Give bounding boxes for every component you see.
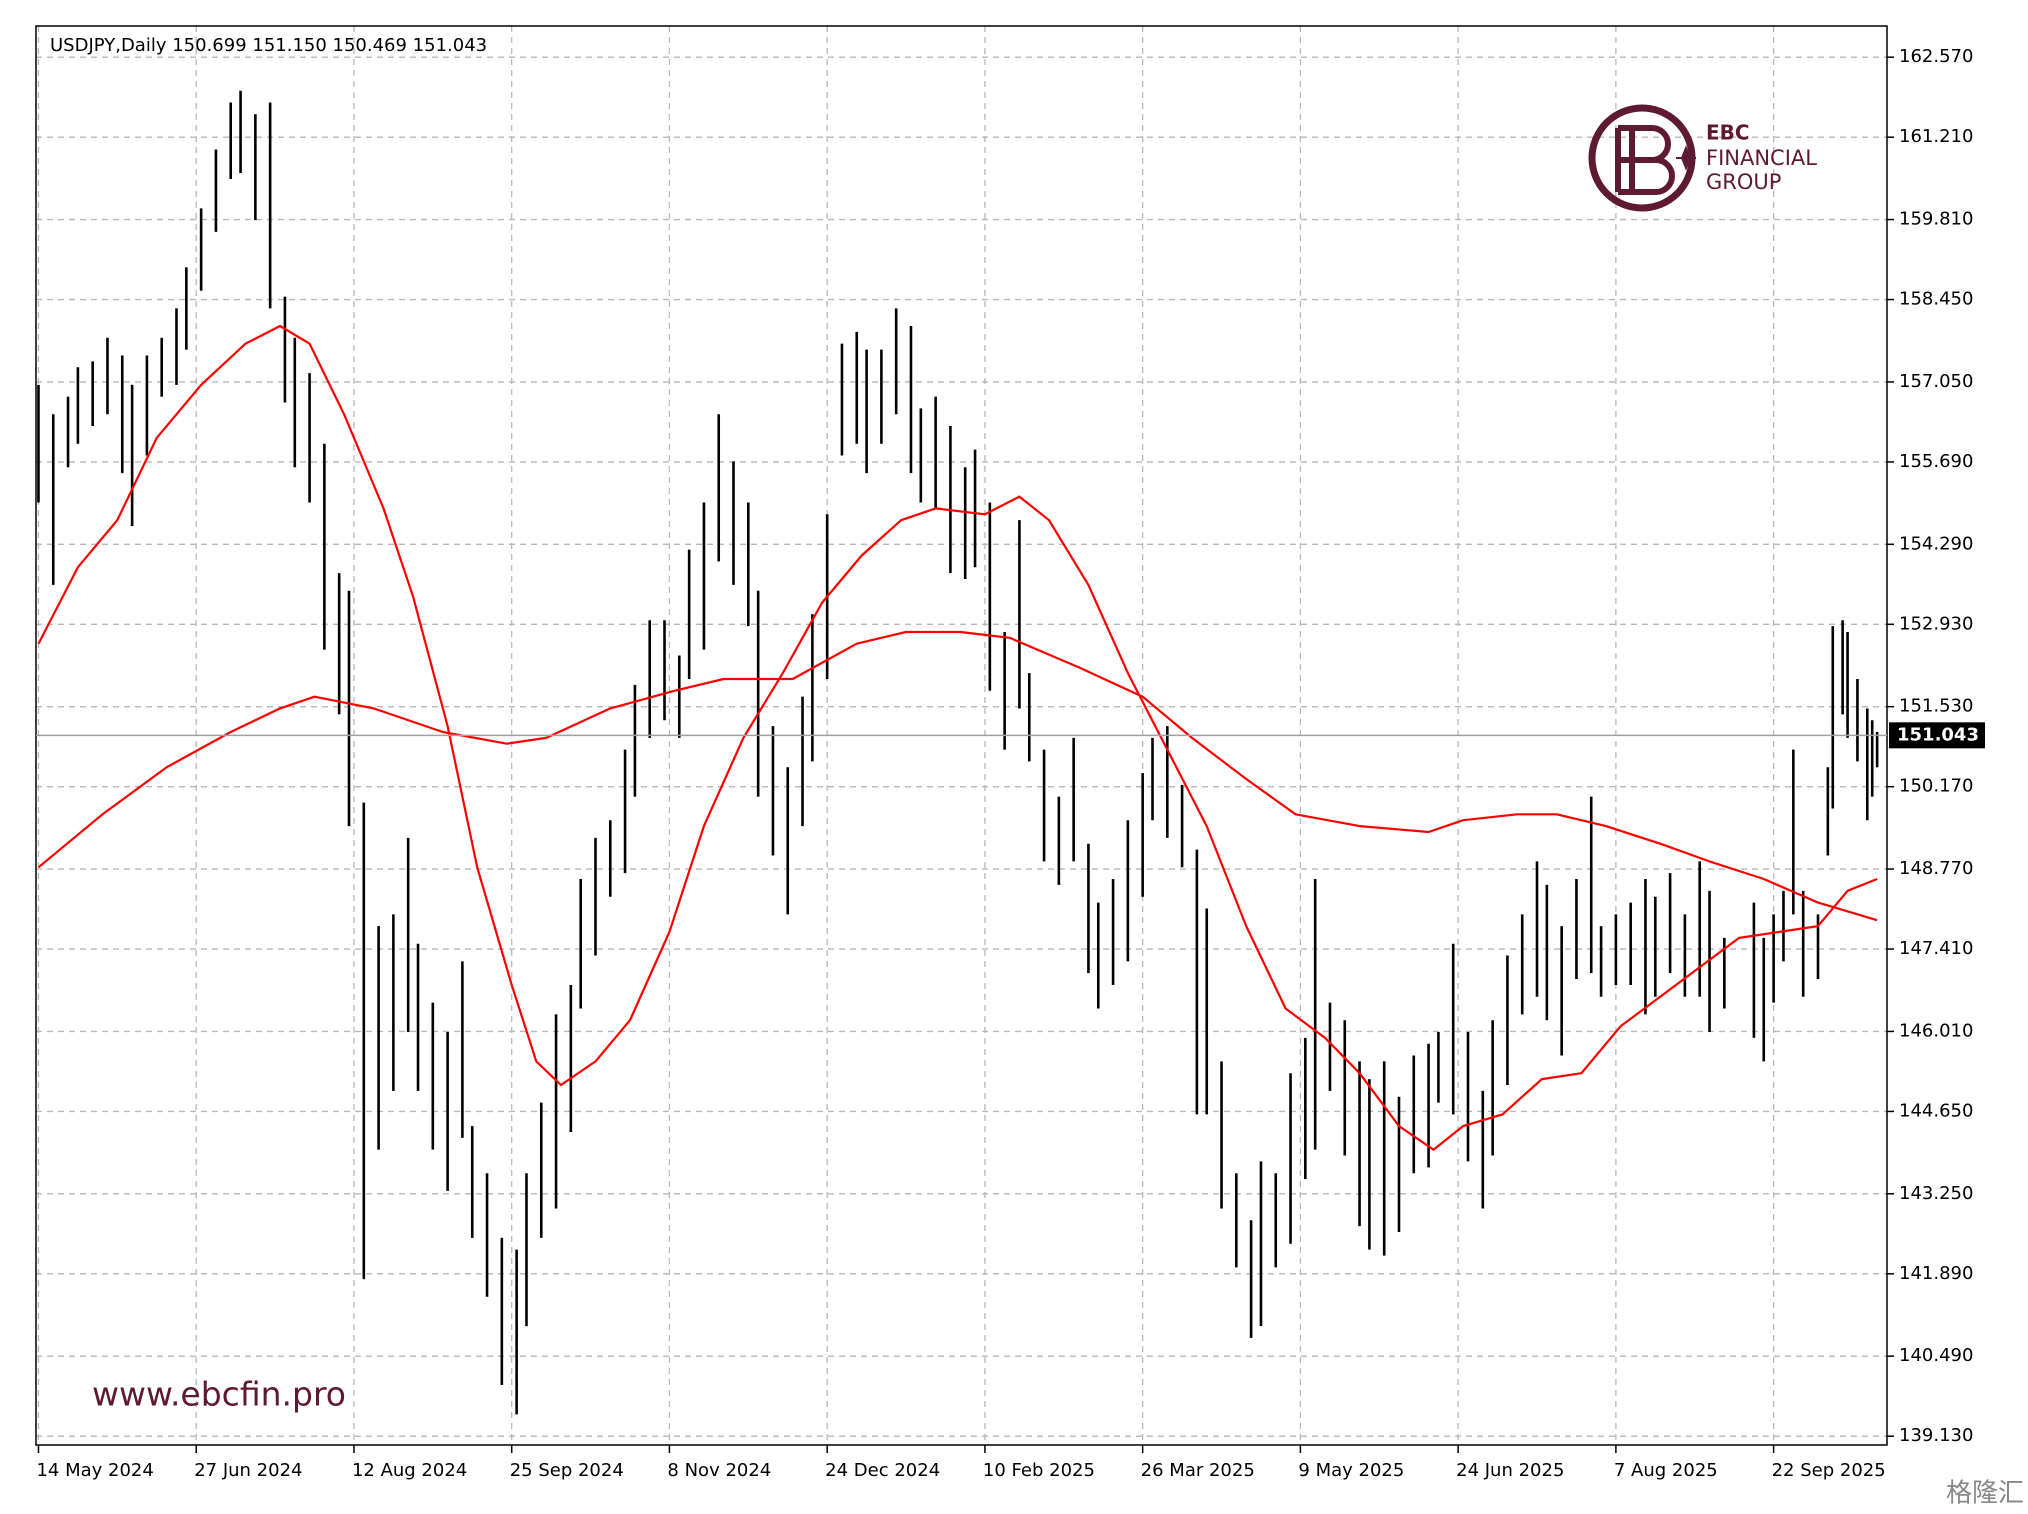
x-tick-label: 25 Sep 2024 [510,1460,624,1481]
moving-average [37,324,1878,1151]
y-tick-label: 141.890 [1899,1263,1973,1284]
brand-name: EBC [1706,121,1750,145]
y-tick-label: 154.290 [1899,533,1973,554]
brand-line: FINANCIAL [1706,146,1817,170]
moving-average [37,630,1878,922]
y-tick-label: 144.650 [1899,1100,1973,1121]
y-tick-label: 157.050 [1899,371,1973,392]
x-tick-label: 8 Nov 2024 [667,1460,771,1481]
website: www.ebcfin.pro [92,1375,346,1414]
x-tick-label: 26 Mar 2025 [1141,1460,1255,1481]
x-tick-label: 7 Aug 2025 [1614,1460,1718,1481]
y-tick-label: 155.690 [1899,451,1973,472]
logo-star [1676,145,1696,171]
marks [37,90,1879,1415]
logo-mark [1615,125,1675,195]
x-tick-label: 27 Jun 2024 [194,1460,302,1481]
y-tick-label: 143.250 [1899,1183,1973,1204]
x-tick-label: 14 May 2024 [36,1460,153,1481]
y-tick-label: 158.450 [1899,289,1973,310]
x-tick-label: 24 Dec 2024 [825,1460,940,1481]
y-tick-label: 159.810 [1899,209,1973,230]
y-tick-label: 161.210 [1899,126,1973,147]
y-tick-label: 150.170 [1899,776,1973,797]
x-tick-label: 24 Jun 2025 [1456,1460,1564,1481]
x-tick-label: 9 May 2025 [1298,1460,1404,1481]
y-tick-label: 139.130 [1899,1425,1973,1446]
y-tick-label: 152.930 [1899,613,1973,634]
x-tick-label: 12 Aug 2024 [352,1460,467,1481]
y-tick-label: 140.490 [1899,1345,1973,1366]
y-tick-label: 146.010 [1899,1020,1973,1041]
y-tick-label: 151.530 [1899,696,1973,717]
current-price-label: 151.043 [1897,724,1979,745]
brand-line: GROUP [1706,170,1781,194]
y-tick-label: 148.770 [1899,858,1973,879]
x-tick-label: 10 Feb 2025 [983,1460,1095,1481]
current-price-box [1889,722,1985,749]
source-watermark: 格隆汇 [1946,1479,2024,1509]
y-tick-label: 162.570 [1899,46,1973,67]
chart-title: USDJPY,Daily 150.699 151.150 150.469 151… [50,35,487,56]
y-tick-label: 147.410 [1899,938,1973,959]
brand-logo: EBC FINANCIAL GROUP [1588,104,1817,212]
x-tick-label: 22 Sep 2025 [1772,1460,1886,1481]
